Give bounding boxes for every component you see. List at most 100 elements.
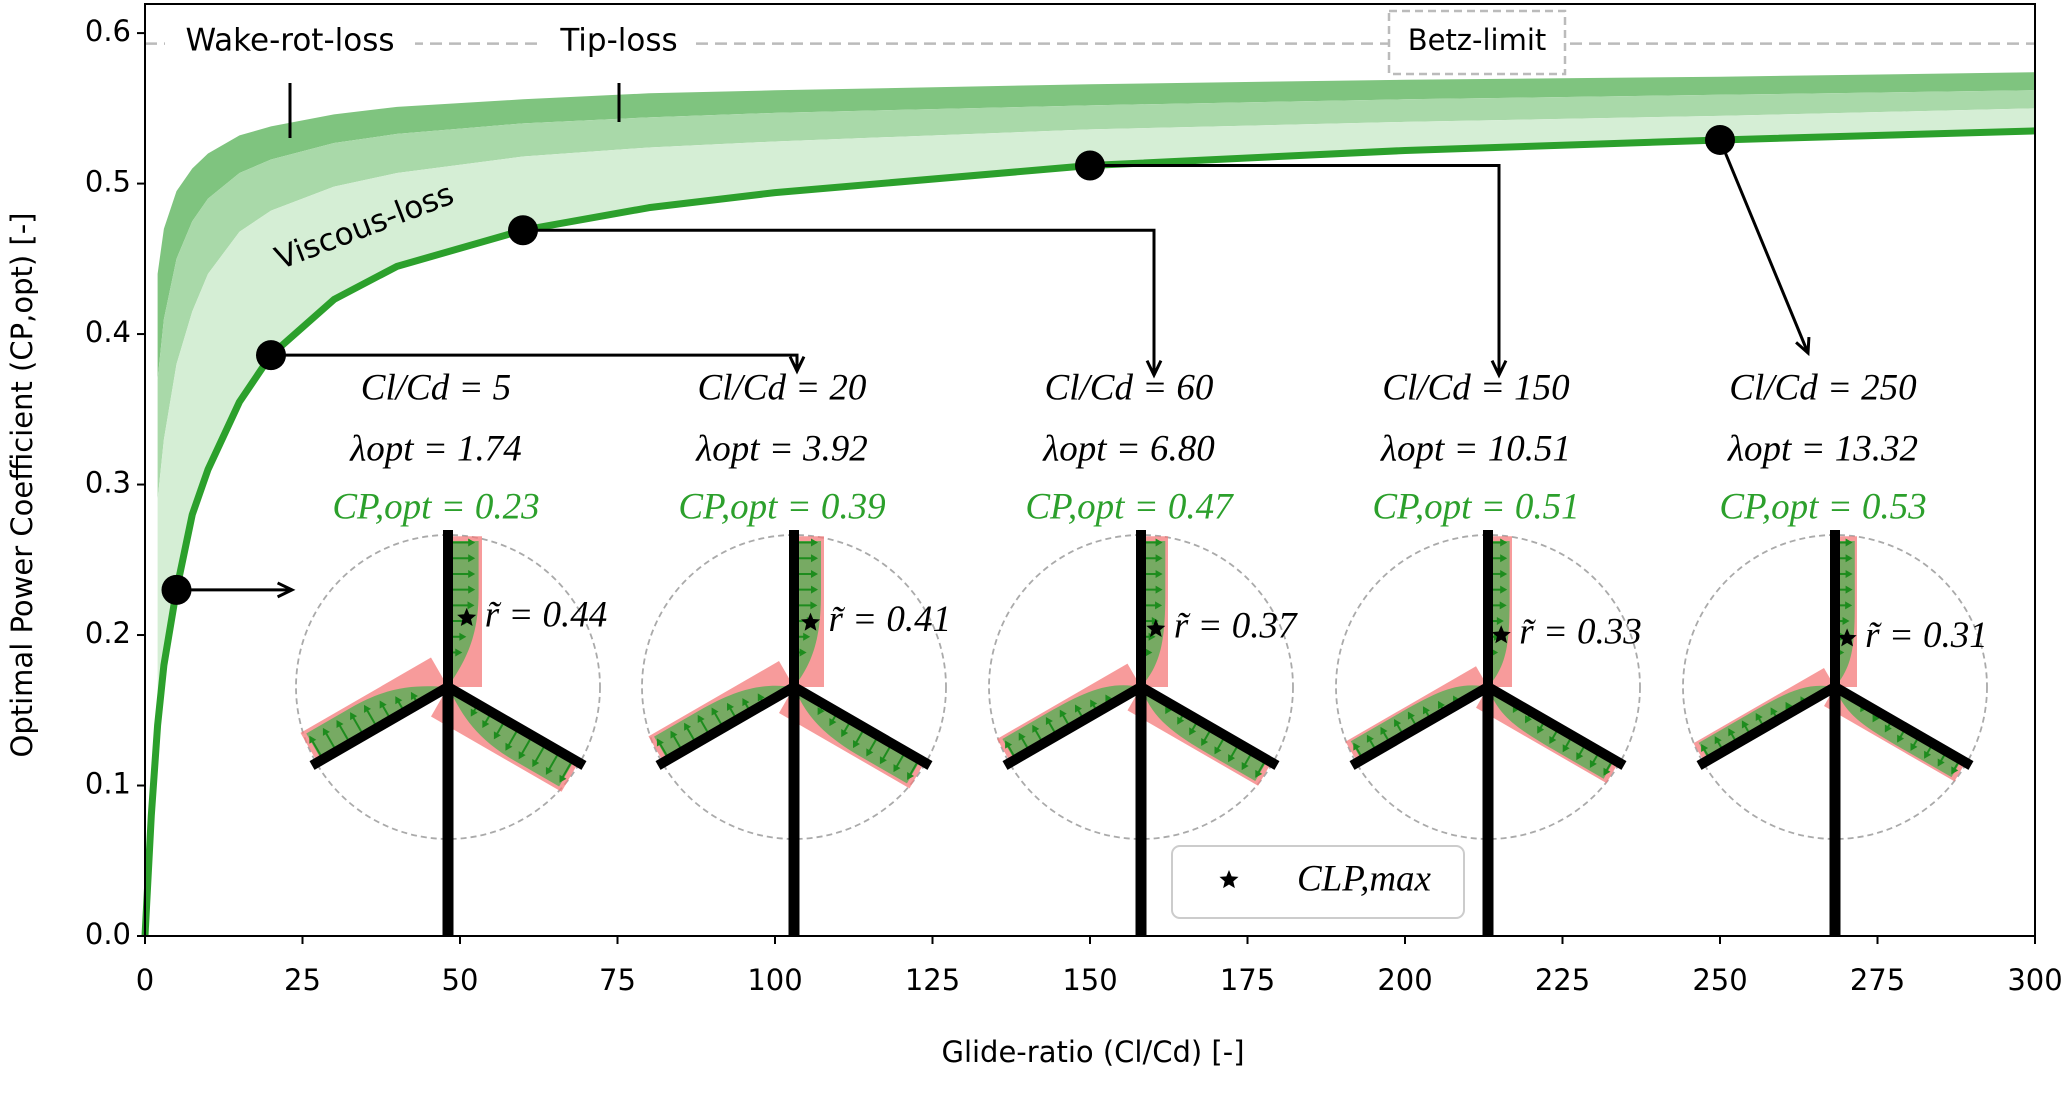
load-arrow-head: [1155, 569, 1163, 578]
load-arrow-head: [1045, 716, 1053, 726]
y-tick-label: 0.3: [85, 466, 131, 500]
load-arrow-head: [1074, 704, 1082, 713]
load-arrow-head: [811, 554, 818, 563]
r-label: r̃ = 0.37: [1174, 605, 1298, 646]
load-arrow-head: [1603, 767, 1611, 776]
blade: [445, 682, 587, 770]
connector: [1090, 164, 1501, 375]
load-arrow-head: [1576, 752, 1584, 761]
lambda-label: λopt = 10.51: [1380, 428, 1571, 469]
load-arrow-head: [853, 740, 860, 749]
cp-label: CP,opt = 0.47: [1025, 486, 1234, 527]
x-tick-label: 125: [905, 963, 960, 997]
blade: [791, 682, 933, 770]
load-arrow-head: [1438, 700, 1445, 709]
load-arrow-head: [1380, 726, 1388, 735]
x-tick-label: 300: [2007, 963, 2062, 997]
ratio-label: Cl/Cd = 60: [1045, 367, 1214, 408]
lambda-label: λopt = 3.92: [695, 428, 868, 469]
load-arrow-head: [1562, 744, 1570, 753]
load-arrow-head: [1537, 725, 1545, 734]
load-arrow-head: [811, 585, 818, 594]
load-arrow-head: [811, 569, 818, 578]
load-arrow-head: [1770, 707, 1778, 716]
load-arrow-head: [1714, 736, 1722, 745]
cp-label: CP,opt = 0.39: [678, 486, 885, 527]
r-star: [457, 607, 477, 627]
load-arrow-head: [1910, 742, 1918, 751]
load-arrow-head: [1884, 724, 1892, 733]
blade: [1138, 682, 1280, 770]
case-marker: [1705, 124, 1735, 155]
load-arrow-head: [493, 731, 501, 740]
load-arrow-head: [1032, 724, 1040, 733]
load-arrow-head: [379, 700, 387, 709]
load-arrow-head: [1741, 720, 1749, 729]
legend-label: CLP,max: [1297, 858, 1432, 899]
y-tick-label: 0.2: [85, 616, 131, 650]
load-arrow-head: [1701, 743, 1709, 753]
load-arrow-head: [1589, 759, 1597, 768]
load-arrow-head: [1897, 734, 1905, 743]
blade: [1002, 682, 1144, 770]
load-arrow-head: [726, 702, 734, 711]
load-arrow-head: [1785, 701, 1793, 710]
blade: [655, 682, 797, 770]
load-arrow-head: [1255, 769, 1263, 778]
betz-box: [1387, 9, 1567, 76]
load-arrow-head: [1500, 569, 1508, 578]
cp-label: CP,opt = 0.51: [1372, 486, 1579, 527]
blade-load: [300, 657, 450, 766]
load-arrow-head: [742, 698, 750, 707]
blade: [309, 682, 451, 770]
load-arrow-head: [1845, 601, 1853, 610]
connector-head: [1795, 336, 1811, 357]
x-tick-label: 225: [1535, 963, 1590, 997]
r-star: [1837, 628, 1857, 647]
blade-load-shape: [794, 687, 921, 784]
case-marker: [508, 215, 538, 246]
load-arrow-head: [711, 707, 719, 716]
blade-load: [648, 661, 796, 766]
load-arrow-head: [757, 693, 765, 702]
blade: [1832, 682, 1974, 770]
load-arrow-head: [468, 554, 476, 563]
r-star: [1146, 618, 1166, 638]
y-tick-label: 0.6: [85, 14, 131, 48]
blade: [1349, 682, 1491, 770]
load-arrow-head: [684, 722, 692, 731]
x-tick-label: 275: [1850, 963, 1905, 997]
load-arrow-head: [1155, 538, 1163, 547]
load-arrow-head: [1105, 694, 1113, 703]
load-arrow-head: [350, 712, 358, 721]
load-arrow-head: [907, 771, 915, 781]
load-arrow-head: [455, 648, 463, 657]
load-arrow-head: [1177, 716, 1185, 725]
lambda-label: λopt = 13.32: [1727, 428, 1918, 469]
load-arrow-head: [1500, 538, 1508, 547]
annotation-bg: [544, 20, 694, 64]
x-tick-label: 0: [136, 963, 154, 997]
load-arrow-head: [395, 696, 403, 705]
blade-load: [996, 663, 1143, 766]
load-arrow-head: [1845, 538, 1853, 547]
annotation-bg: [165, 20, 415, 64]
blade-load: [779, 683, 927, 789]
annotation: Wake-rot-loss: [185, 23, 394, 59]
connector: [271, 353, 799, 371]
load-arrow-head: [1155, 554, 1163, 563]
annotation: Tip-loss: [559, 23, 677, 59]
load-arrow-head: [545, 766, 553, 775]
r-label: r̃ = 0.41: [829, 599, 952, 640]
legend-marker: [1219, 870, 1239, 889]
load-arrow-head: [1525, 715, 1532, 724]
y-tick-label: 0.0: [85, 917, 131, 951]
load-arrow-head: [1201, 737, 1209, 747]
ratio-label: Cl/Cd = 5: [361, 367, 511, 408]
ratio-label: Cl/Cd = 150: [1382, 367, 1570, 408]
load-arrow-head: [336, 719, 344, 729]
load-arrow-head: [829, 718, 837, 727]
case-marker: [256, 340, 286, 371]
r-label: r̃ = 0.44: [485, 594, 608, 635]
connector-head: [1145, 359, 1163, 379]
